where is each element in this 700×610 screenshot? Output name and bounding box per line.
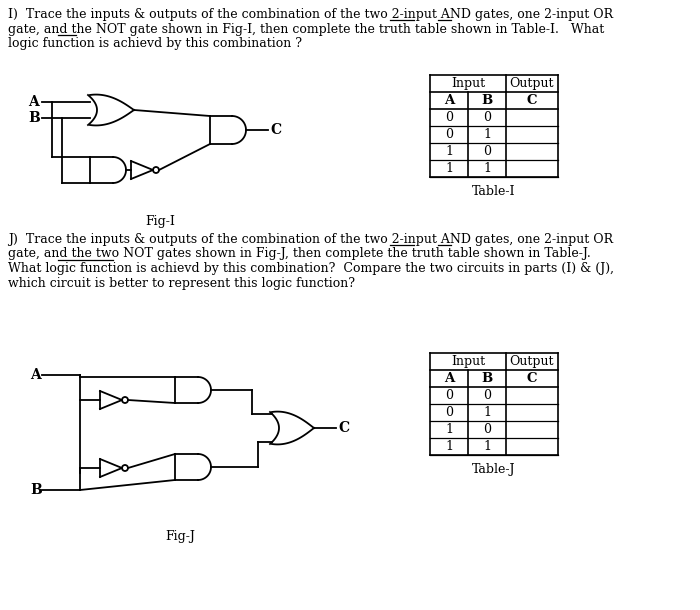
Text: 0: 0	[445, 111, 453, 124]
Text: A: A	[28, 95, 38, 109]
Text: Output: Output	[510, 355, 554, 368]
Text: 1: 1	[445, 423, 453, 436]
Text: What logic function is achievd by this combination?  Compare the two circuits in: What logic function is achievd by this c…	[8, 262, 614, 275]
Text: J)  Trace the inputs & outputs of the combination of the two 2-input AND gates, : J) Trace the inputs & outputs of the com…	[8, 233, 613, 246]
Text: C: C	[526, 94, 538, 107]
Text: 1: 1	[483, 162, 491, 175]
Text: Fig-J: Fig-J	[165, 530, 195, 543]
Text: 0: 0	[445, 406, 453, 419]
Text: Input: Input	[451, 355, 485, 368]
Text: which circuit is better to represent this logic function?: which circuit is better to represent thi…	[8, 276, 355, 290]
Text: B: B	[482, 94, 493, 107]
Text: B: B	[482, 372, 493, 385]
Text: A: A	[444, 372, 454, 385]
Text: A: A	[30, 368, 41, 382]
Text: B: B	[28, 111, 40, 125]
Text: I)  Trace the inputs & outputs of the combination of the two 2-input AND gates, : I) Trace the inputs & outputs of the com…	[8, 8, 613, 21]
Text: Output: Output	[510, 77, 554, 90]
Text: Table-J: Table-J	[473, 463, 516, 476]
Text: 0: 0	[483, 389, 491, 402]
Text: C: C	[270, 123, 281, 137]
Text: 1: 1	[445, 162, 453, 175]
Text: gate, and the NOT gate shown in Fig-I, then complete the truth table shown in Ta: gate, and the NOT gate shown in Fig-I, t…	[8, 23, 604, 35]
Text: 0: 0	[483, 423, 491, 436]
Text: 0: 0	[483, 145, 491, 158]
Text: C: C	[338, 421, 349, 435]
Text: 0: 0	[483, 111, 491, 124]
Text: gate, and the two NOT gates shown in Fig-J, then complete the truth table shown : gate, and the two NOT gates shown in Fig…	[8, 248, 591, 260]
Text: Fig-I: Fig-I	[145, 215, 175, 228]
Text: C: C	[526, 372, 538, 385]
Text: 1: 1	[483, 406, 491, 419]
Text: 1: 1	[483, 440, 491, 453]
Text: 0: 0	[445, 128, 453, 141]
Text: 1: 1	[445, 145, 453, 158]
Text: 1: 1	[445, 440, 453, 453]
Text: Input: Input	[451, 77, 485, 90]
Text: 1: 1	[483, 128, 491, 141]
Text: A: A	[444, 94, 454, 107]
Text: Table-I: Table-I	[473, 185, 516, 198]
Text: 0: 0	[445, 389, 453, 402]
Text: logic function is achievd by this combination ?: logic function is achievd by this combin…	[8, 37, 302, 50]
Text: B: B	[30, 483, 42, 497]
